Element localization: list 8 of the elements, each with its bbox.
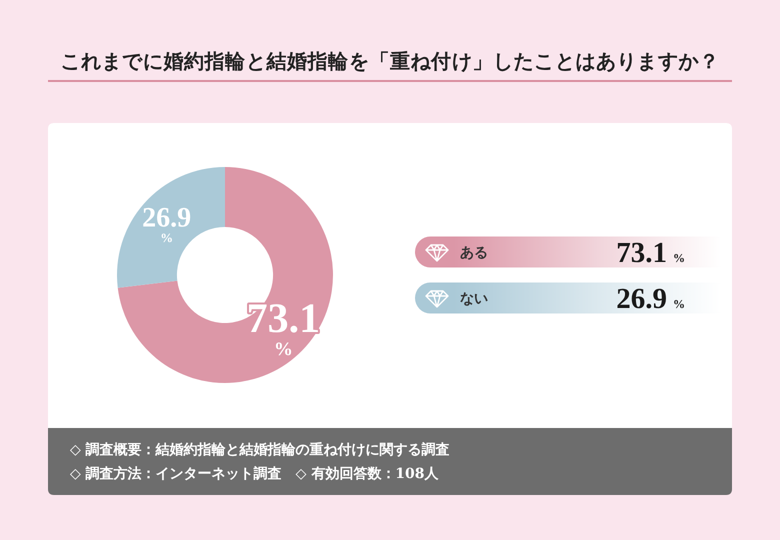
text: ◇ 調査方法：インターネット調査 ◇ 有効回答数：108人 (70, 465, 440, 482)
text: 26.9% (616, 283, 685, 315)
text: ◇ 調査概要：結婚約指輪と結婚指輪の重ね付けに関する調査 (70, 441, 450, 458)
chart-title: これまでに婚約指輪と結婚指輪を「重ね付け」したことはありますか？ (60, 49, 720, 73)
data-label: 26.9% (142, 202, 192, 246)
legend-label: ない (460, 291, 488, 307)
text: 73.1% (616, 237, 685, 269)
legend-label: ある (460, 245, 488, 261)
